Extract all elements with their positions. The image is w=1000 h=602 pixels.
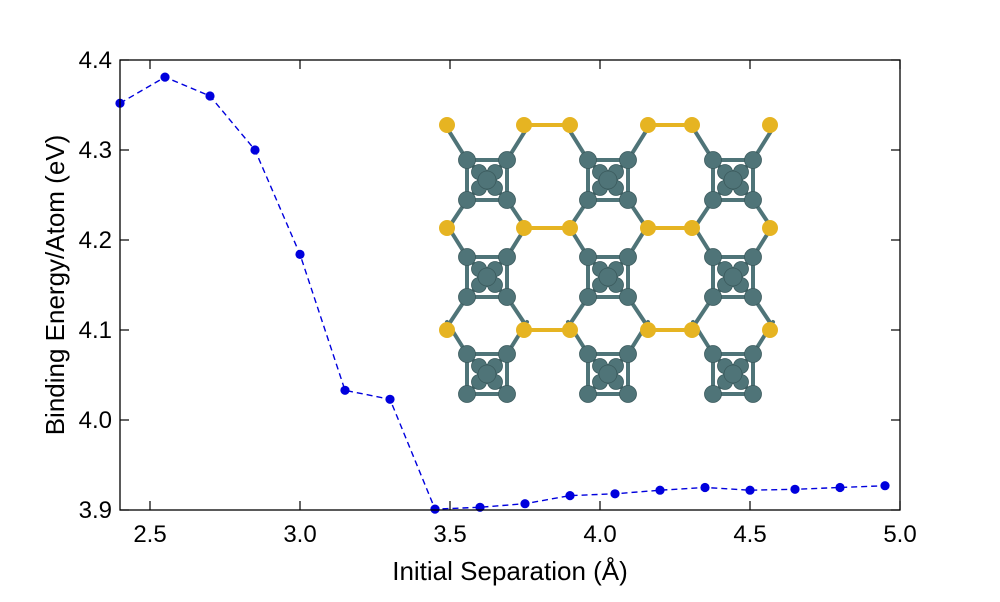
inset-metal-atom	[704, 345, 722, 363]
data-point	[565, 491, 575, 501]
inset-sulfur-atom	[684, 117, 700, 133]
inset-metal-atom	[704, 288, 722, 306]
data-point	[880, 481, 890, 491]
y-axis-title: Binding Energy/Atom (eV)	[40, 135, 70, 436]
inset-metal-atom	[579, 151, 597, 169]
inset-sulfur-atom	[562, 220, 578, 236]
y-tick-label: 4.2	[79, 227, 112, 254]
inset-sulfur-atom	[762, 322, 778, 338]
x-tick-label: 5.0	[883, 521, 916, 548]
inset-metal-atom	[477, 267, 497, 287]
inset-metal-atom	[498, 288, 516, 306]
inset-metal-atom	[598, 267, 618, 287]
inset-metal-atom	[619, 345, 637, 363]
data-point	[385, 394, 395, 404]
inset-metal-atom	[744, 385, 762, 403]
inset-metal-atom	[598, 364, 618, 384]
atomic-structure-inset	[439, 117, 778, 403]
inset-sulfur-atom	[439, 322, 455, 338]
inset-sulfur-atom	[516, 220, 532, 236]
inset-metal-atom	[619, 288, 637, 306]
data-point	[745, 485, 755, 495]
data-point	[520, 499, 530, 509]
inset-metal-atom	[744, 248, 762, 266]
inset-metal-atom	[458, 191, 476, 209]
inset-metal-atom	[458, 288, 476, 306]
data-point	[655, 485, 665, 495]
series-line	[119, 76, 886, 510]
inset-metal-atom	[598, 170, 618, 190]
inset-metal-atom	[579, 248, 597, 266]
data-point	[700, 482, 710, 493]
inset-metal-atom	[723, 364, 743, 384]
inset-metal-atom	[579, 345, 597, 363]
plot-frame	[119, 59, 901, 511]
inset-metal-atom	[458, 385, 476, 403]
inset-metal-atom	[723, 170, 743, 190]
inset-metal-atom	[498, 345, 516, 363]
inset-sulfur-atom	[684, 322, 700, 338]
inset-sulfur-atom	[562, 117, 578, 133]
data-point	[835, 482, 845, 493]
inset-sulfur-atom	[516, 322, 532, 338]
inset-metal-atom	[579, 385, 597, 403]
inset-metal-atom	[458, 345, 476, 363]
inset-metal-atom	[704, 385, 722, 403]
x-tick-label: 3.5	[433, 521, 466, 548]
axis-ticks: 2.5 3.0 3.5 4.0 4.5 5.0 3.9 4.0 4.1 4.2 4.3 4.4	[79, 47, 917, 548]
data-point	[610, 489, 620, 499]
inset-metal-atom	[477, 170, 497, 190]
inset-metal-atom	[498, 151, 516, 169]
data-point	[340, 385, 350, 395]
y-tick-label: 4.1	[79, 317, 112, 344]
inset-metal-atom	[579, 191, 597, 209]
inset-sulfur-atom	[640, 220, 656, 236]
inset-sulfur-atom	[762, 220, 778, 236]
data-point	[205, 91, 215, 101]
inset-sulfur-atom	[640, 322, 656, 338]
inset-metal-atom	[744, 288, 762, 306]
inset-metal-atom	[619, 191, 637, 209]
inset-metal-atom	[458, 151, 476, 169]
data-point	[295, 249, 305, 259]
data-point	[790, 484, 800, 494]
inset-metal-atom	[498, 248, 516, 266]
inset-sulfur-atom	[640, 117, 656, 133]
x-axis-title: Initial Separation (Å)	[392, 556, 628, 586]
data-point	[250, 145, 260, 155]
inset-metal-atom	[704, 191, 722, 209]
inset-metal-atom	[498, 191, 516, 209]
y-tick-label: 4.0	[79, 407, 112, 434]
inset-sulfur-atom	[762, 117, 778, 133]
series-line-layer	[115, 72, 890, 514]
inset-metal-atom	[744, 151, 762, 169]
inset-sulfur-atom	[439, 117, 455, 133]
inset-metal-atom	[704, 248, 722, 266]
inset-sulfur-atom	[516, 117, 532, 133]
inset-sulfur-atom	[562, 322, 578, 338]
inset-metal-atom	[744, 345, 762, 363]
inset-metal-atom	[619, 385, 637, 403]
inset-metal-atom	[477, 364, 497, 384]
y-tick-label: 3.9	[79, 497, 112, 524]
inset-sulfur-atom	[684, 220, 700, 236]
data-point	[160, 72, 170, 82]
inset-metal-atom	[619, 248, 637, 266]
x-tick-label: 2.5	[133, 521, 166, 548]
y-tick-label: 4.4	[79, 47, 112, 74]
inset-metal-atom	[744, 191, 762, 209]
x-tick-label: 4.5	[733, 521, 766, 548]
x-tick-label: 3.0	[283, 521, 316, 548]
inset-metal-atom	[723, 267, 743, 287]
inset-metal-atom	[498, 385, 516, 403]
inset-metal-atom	[458, 248, 476, 266]
y-tick-label: 4.3	[79, 137, 112, 164]
data-point	[430, 504, 440, 514]
x-tick-label: 4.0	[583, 521, 616, 548]
inset-metal-atom	[619, 151, 637, 169]
inset-metal-atom	[704, 151, 722, 169]
inset-sulfur-atom	[439, 220, 455, 236]
inset-metal-atom	[579, 288, 597, 306]
